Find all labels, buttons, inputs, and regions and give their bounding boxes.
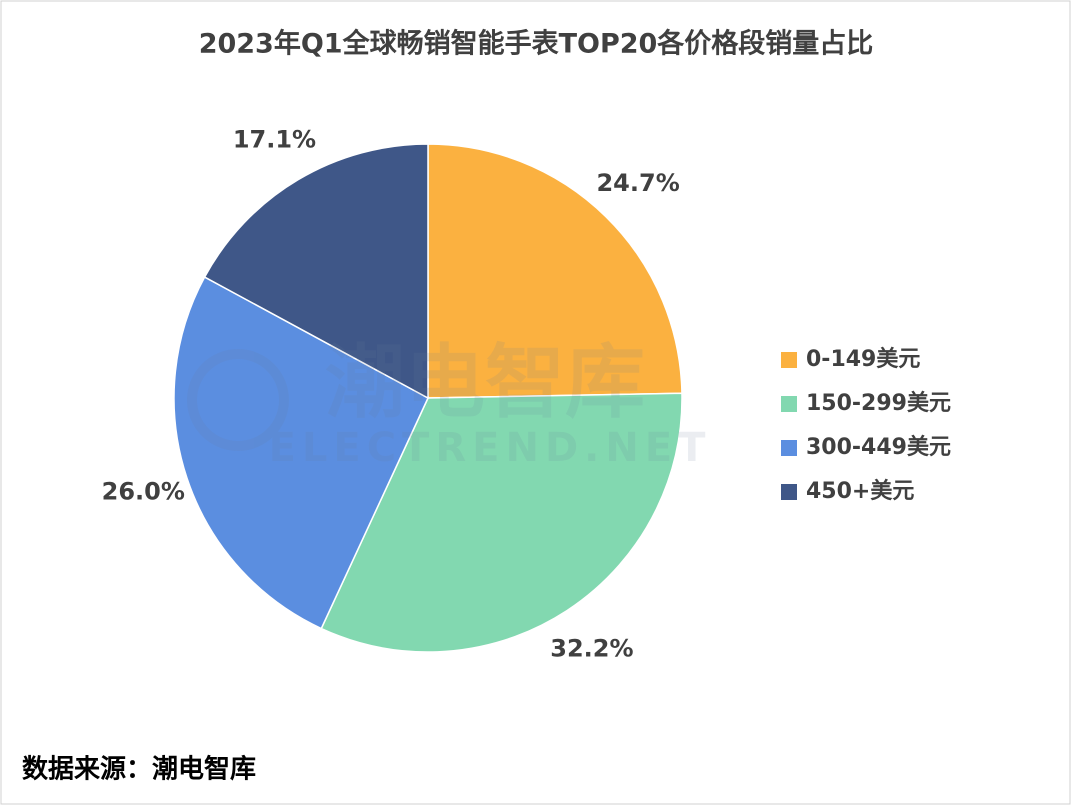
pie-slice bbox=[203, 143, 429, 400]
legend-label: 450+美元 bbox=[806, 478, 914, 504]
watermark-text: 潮电智库 bbox=[325, 336, 645, 429]
data-label: 24.7% bbox=[596, 169, 679, 197]
pie-slice bbox=[427, 143, 683, 399]
watermark: 潮电智库 ELECTREND.NET bbox=[187, 336, 712, 471]
data-label: 26.0% bbox=[102, 477, 185, 505]
legend-swatch bbox=[781, 440, 797, 456]
data-label: 32.2% bbox=[550, 634, 633, 662]
legend-label: 150-299美元 bbox=[806, 390, 951, 416]
chart-title: 2023年Q1全球畅销智能手表TOP20各价格段销量占比 bbox=[199, 28, 874, 60]
pie-slice bbox=[320, 392, 683, 653]
pie bbox=[173, 143, 683, 653]
source-note: 数据来源：潮电智库 bbox=[22, 755, 256, 785]
legend-swatch bbox=[781, 484, 797, 500]
legend-label: 0-149美元 bbox=[806, 346, 920, 372]
pie-slice bbox=[173, 276, 429, 630]
legend: 0-149美元 150-299美元 300-449美元 450+美元 bbox=[781, 346, 951, 504]
watermark-logo bbox=[187, 349, 289, 451]
legend-swatch bbox=[781, 396, 797, 412]
data-label: 17.1% bbox=[233, 125, 316, 153]
labels: 24.7% 32.2% 26.0% 17.1% bbox=[102, 125, 680, 662]
legend-swatch bbox=[781, 352, 797, 368]
watermark-text: ELECTREND.NET bbox=[269, 425, 712, 471]
legend-label: 300-449美元 bbox=[806, 434, 951, 460]
